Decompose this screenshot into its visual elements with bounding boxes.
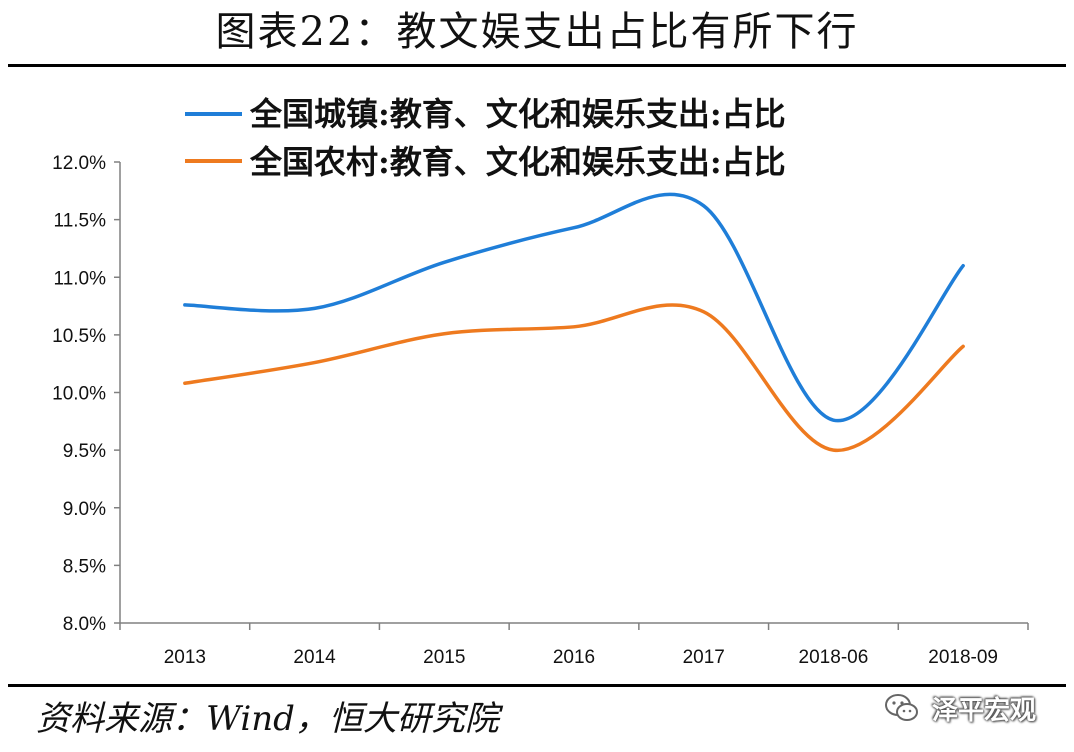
- y-axis: 8.0% 8.5% 9.0% 9.5% 10.0% 10.5% 11.0% 11.5% 12.0…: [52, 153, 121, 635]
- series-lines: [183, 192, 965, 452]
- bottom-divider: [8, 684, 1066, 687]
- brand-name: 泽平宏观: [932, 695, 1037, 726]
- x-tick-label: 2018-09: [928, 647, 998, 668]
- x-axis: 2013 2014 2015 2016 2017 2018-06 2018-09: [119, 622, 1029, 668]
- y-tick-label: 8.5%: [63, 556, 106, 577]
- y-tick-label: 11.5%: [54, 211, 107, 232]
- chart-title: 图表22：教文娱支出占比有所下行: [215, 9, 859, 55]
- x-tick-label: 2014: [293, 647, 336, 668]
- source-note: 资料来源：Wind，恒大研究院: [36, 699, 499, 739]
- series-line-urban: [183, 192, 965, 423]
- x-tick-label: 2018-06: [799, 647, 869, 668]
- y-tick-label: 8.0%: [63, 614, 106, 635]
- legend-label-rural: 全国农村:教育、文化和娱乐支出:占比: [249, 143, 786, 181]
- y-tick-label: 9.5%: [63, 441, 106, 462]
- y-tick-label: 11.0%: [54, 268, 107, 289]
- top-divider: [8, 64, 1066, 67]
- y-tick-label: 9.0%: [63, 499, 106, 520]
- x-tick-label: 2017: [683, 647, 725, 668]
- wechat-icon: [885, 694, 918, 721]
- brand-watermark: 泽平宏观: [882, 688, 1062, 728]
- y-tick-label: 10.5%: [52, 326, 106, 347]
- x-tick-label: 2016: [553, 647, 595, 668]
- legend: 全国城镇:教育、文化和娱乐支出:占比 全国农村:教育、文化和娱乐支出:占比: [185, 95, 786, 181]
- x-tick-label: 2013: [164, 647, 206, 668]
- y-tick-label: 12.0%: [52, 153, 106, 174]
- line-chart: 全国城镇:教育、文化和娱乐支出:占比 全国农村:教育、文化和娱乐支出:占比 8.…: [52, 95, 1029, 668]
- series-line-rural: [183, 303, 965, 452]
- legend-label-urban: 全国城镇:教育、文化和娱乐支出:占比: [249, 95, 786, 133]
- x-tick-label: 2015: [423, 647, 465, 668]
- y-tick-label: 10.0%: [52, 384, 106, 405]
